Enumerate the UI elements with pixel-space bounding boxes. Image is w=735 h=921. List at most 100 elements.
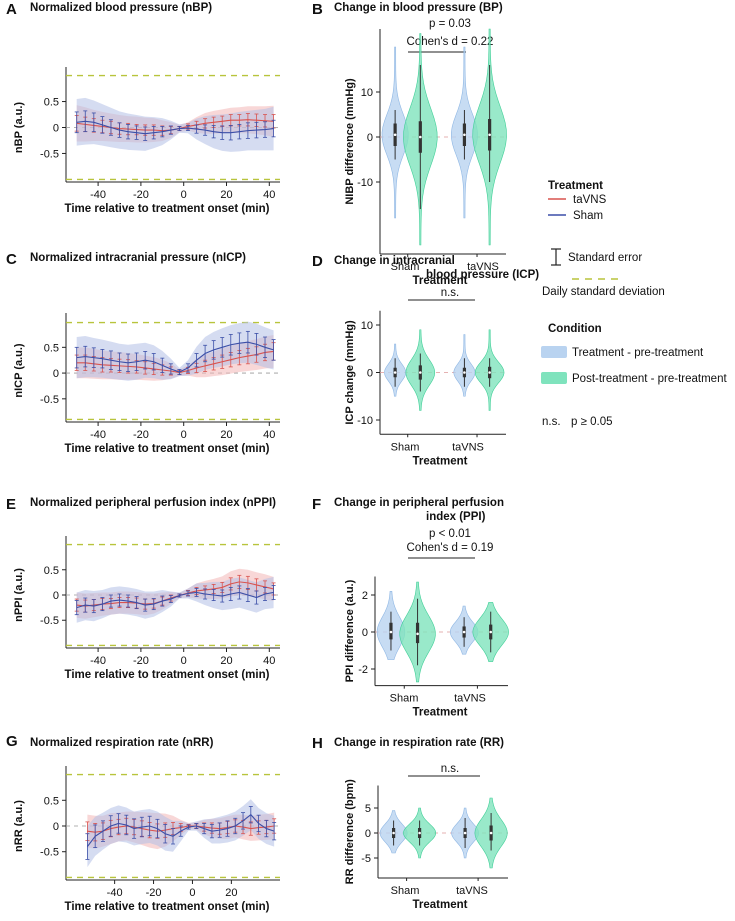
panel-letter: B (312, 1, 323, 18)
errorbar-Sham (209, 824, 214, 839)
x-tick-label: 20 (220, 429, 232, 441)
errorbar-Sham (117, 122, 122, 138)
x-tick-label: 40 (263, 429, 275, 441)
y-tick-label: 5 (365, 803, 371, 815)
errorbar-Sham (116, 813, 121, 834)
errorbar-Sham (126, 123, 131, 140)
y-tick-label: 0.5 (44, 342, 59, 354)
violin-Sham-treat (379, 810, 408, 854)
x-tick-label: -20 (133, 429, 149, 441)
panel-title: Normalized blood pressure (nBP) (30, 2, 212, 14)
x-axis-label: Treatment (413, 899, 468, 911)
violin-Sham-treat (376, 590, 406, 661)
stat-label: Cohen's d = 0.19 (407, 542, 494, 554)
panel-E: E Normalized peripheral perfusion index (… (6, 496, 280, 681)
violin-taVNS-treat (453, 334, 476, 397)
x-axis-label: Treatment (413, 707, 468, 719)
errorbar-Sham (85, 833, 90, 860)
y-axis-label: ICP change (mmHg) (344, 320, 356, 425)
legend-label: Standard error (568, 252, 642, 264)
errorbar-Sham (83, 110, 88, 133)
x-tick-label: taVNS (467, 261, 499, 273)
errorbar-Sham (134, 125, 139, 140)
errorbar-Sham (237, 332, 242, 354)
y-tick-label: 0.5 (44, 795, 59, 807)
x-axis-label: Treatment (413, 455, 468, 467)
y-tick-label: 0 (367, 368, 373, 380)
violin-Sham-treat (381, 46, 409, 219)
y-tick-label: -5 (361, 853, 371, 865)
y-tick-label: -2 (358, 664, 368, 676)
errorbar-Sham (241, 812, 246, 830)
errorbar-Sham (124, 814, 129, 836)
errorbar-Sham (263, 587, 268, 601)
y-axis-label: NIBP difference (mmHg) (344, 78, 356, 205)
x-tick-label: 40 (263, 655, 275, 667)
errorbar-Sham (83, 345, 88, 368)
legend-label: Sham (573, 210, 603, 222)
errorbar-Sham (211, 589, 216, 601)
x-tick-label: -40 (107, 887, 123, 899)
panel-letter: A (6, 1, 17, 18)
x-tick-label: -40 (90, 429, 106, 441)
errorbar-Sham (254, 121, 259, 139)
y-tick-label: 0 (53, 821, 59, 833)
errorbar-Sham (108, 350, 113, 370)
errorbar-Sham (217, 822, 222, 838)
errorbar-Sham (151, 353, 156, 371)
y-axis-label: RR difference (bpm) (344, 779, 356, 884)
errorbar-Sham (126, 594, 131, 608)
line-Sham (76, 341, 274, 373)
errorbar-Sham (151, 126, 156, 140)
errorbar-Sham (100, 597, 105, 612)
errorbar-Sham (132, 818, 137, 839)
errorbar-Sham (264, 819, 269, 838)
line-Sham (76, 120, 274, 135)
violin-median (488, 133, 491, 137)
x-tick-label: Sham (391, 261, 420, 273)
y-tick-label: 0.5 (44, 565, 59, 577)
errorbar-Sham (203, 124, 208, 136)
band-Sham (76, 576, 274, 623)
panel-D: D Change in intracranial blood pressure (I… (312, 253, 539, 467)
errorbar-Sham (147, 815, 152, 837)
panel-letter: E (6, 496, 16, 513)
y-tick-label: -0.5 (40, 615, 59, 627)
violin-median (393, 371, 397, 374)
line-Sham (76, 591, 274, 609)
y-tick-label: 10 (361, 87, 373, 99)
errorbar-Sham (228, 334, 233, 356)
errorbar-Sham (108, 815, 113, 837)
errorbar-Sham (168, 595, 173, 603)
legend-label: Treatment - pre-treatment (572, 347, 704, 359)
y-axis-label: nBP (a.u.) (13, 102, 25, 153)
x-tick-label: 20 (220, 655, 232, 667)
panel-letter: D (312, 253, 323, 270)
errorbar-Sham (186, 824, 191, 830)
x-tick-label: 20 (225, 887, 237, 899)
x-axis-label: Time relative to treatment onset (min) (65, 901, 270, 913)
panel-C: C Normalized intracranial pressure (nICP)… (6, 251, 280, 455)
x-tick-label: Sham (391, 885, 420, 897)
panel-B: B Change in blood pressure (BP) p = 0.03 Co… (312, 1, 507, 287)
panel-title: blood pressure (ICP) (426, 269, 539, 281)
panel-title: Change in peripheral perfusion (334, 497, 504, 509)
x-axis-label: Treatment (413, 275, 468, 287)
violin-median (419, 135, 422, 139)
errorbar-Sham (202, 823, 207, 835)
y-axis-label: PPI difference (a.u.) (344, 579, 356, 682)
legend-swatch-condition (541, 346, 567, 358)
errorbar-Sham (228, 125, 233, 141)
errorbar-Sham (163, 824, 168, 844)
errorbar-Sham (117, 352, 122, 371)
errorbar-Sham (83, 597, 88, 613)
errorbar-Sham (134, 596, 139, 610)
errorbar-Sham (220, 589, 225, 603)
violin-median (416, 632, 419, 636)
errorbar-Sham (194, 353, 199, 368)
legend-swatch-condition (541, 372, 567, 384)
x-tick-label: 0 (189, 887, 195, 899)
violin-median (489, 831, 493, 835)
errorbar-Sham (74, 346, 79, 369)
